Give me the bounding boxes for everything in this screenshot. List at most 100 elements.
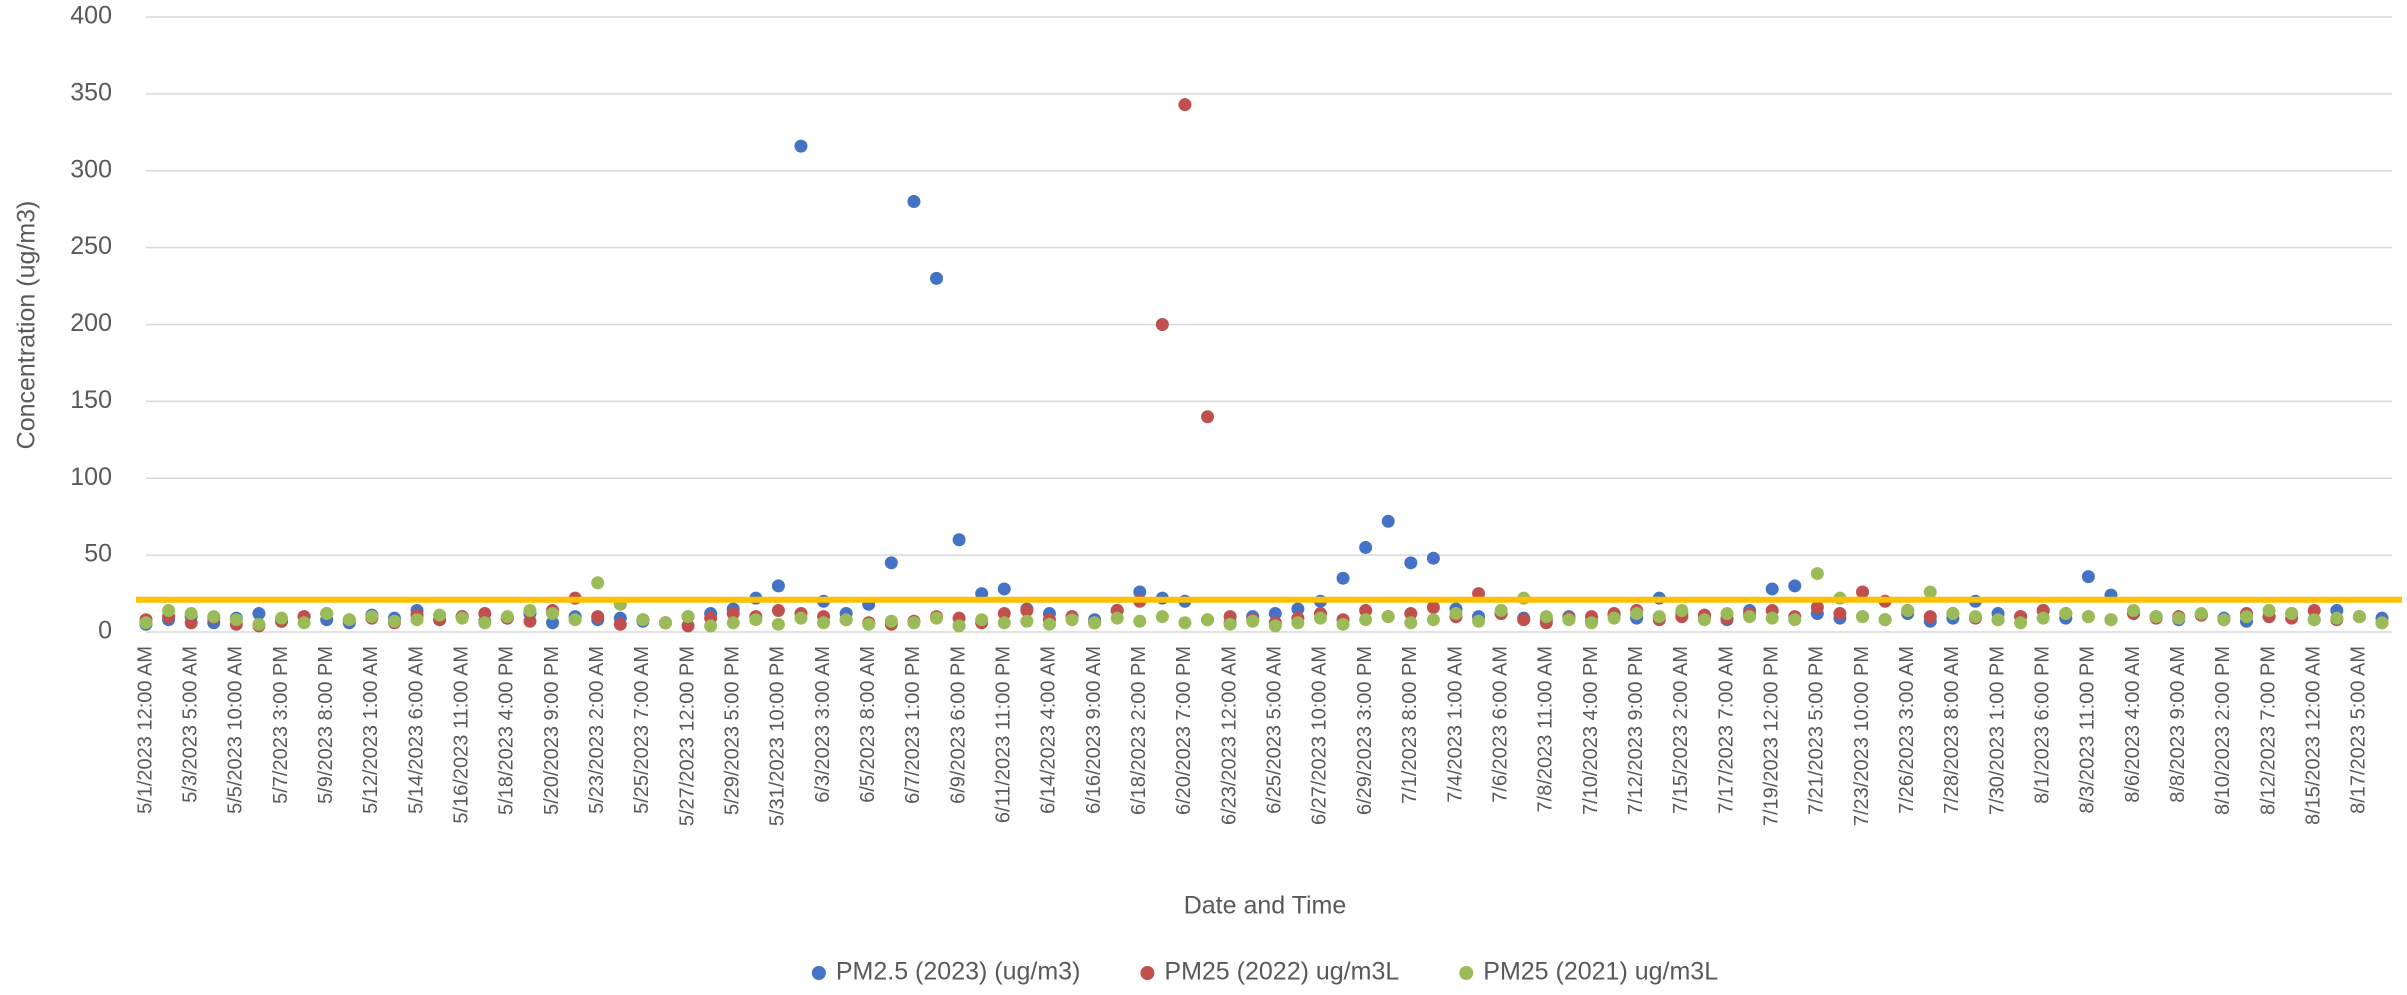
data-point — [1584, 616, 1598, 630]
data-point — [523, 603, 537, 617]
data-point — [1291, 602, 1305, 616]
data-point — [523, 614, 537, 628]
y-tick-label: 300 — [70, 155, 112, 183]
data-point — [2036, 611, 2050, 625]
data-point — [2239, 610, 2253, 624]
data-point — [1404, 616, 1418, 630]
data-point — [1178, 616, 1192, 630]
x-axis-title: Date and Time — [1184, 892, 1347, 920]
data-point — [884, 556, 898, 570]
data-point — [907, 195, 921, 208]
y-axis-title: Concentration (ug/m3) — [13, 201, 41, 450]
data-point — [930, 611, 944, 625]
data-point — [1494, 603, 1508, 617]
data-point — [1788, 613, 1802, 627]
data-point — [2194, 607, 2208, 621]
legend-label: PM2.5 (2023) (ug/m3) — [836, 958, 1081, 986]
data-point — [1743, 610, 1757, 624]
data-point — [1381, 610, 1395, 624]
data-point — [1856, 610, 1870, 624]
data-point — [2352, 610, 2366, 624]
data-point — [658, 616, 672, 630]
data-point — [1404, 607, 1418, 621]
data-point — [1946, 607, 1960, 621]
data-point — [1923, 610, 1937, 624]
x-tick-label: 5/29/2023 5:00 PM — [722, 646, 744, 815]
x-tick-label: 7/19/2023 12:00 PM — [1760, 646, 1782, 826]
x-tick-label: 7/28/2023 8:00 AM — [1941, 646, 1963, 814]
data-point — [1765, 611, 1779, 625]
data-point — [613, 617, 627, 631]
x-tick-label: 5/12/2023 1:00 AM — [360, 646, 382, 814]
x-tick-label: 7/10/2023 4:00 PM — [1580, 646, 1602, 815]
data-point — [568, 613, 582, 627]
data-point — [478, 616, 492, 630]
x-tick-label: 8/3/2023 11:00 PM — [2077, 646, 2099, 814]
data-point — [704, 619, 718, 633]
data-point — [1268, 607, 1282, 621]
x-tick-label: 5/23/2023 2:00 AM — [586, 646, 608, 814]
data-point — [1246, 614, 1260, 628]
x-tick-label: 6/18/2023 2:00 PM — [1128, 646, 1150, 815]
data-point — [726, 607, 740, 621]
data-point — [184, 607, 198, 621]
data-point — [1268, 619, 1282, 633]
x-tick-label: 7/1/2023 8:00 PM — [1399, 646, 1421, 804]
data-point — [162, 603, 176, 617]
data-point — [817, 616, 831, 630]
data-point — [275, 611, 289, 625]
data-point — [2307, 613, 2321, 627]
data-point — [907, 616, 921, 630]
data-point — [1291, 616, 1305, 630]
legend-marker — [1459, 966, 1474, 980]
x-tick-label: 5/1/2023 12:00 AM — [134, 646, 156, 814]
data-point — [975, 613, 989, 627]
data-point — [1968, 610, 1982, 624]
data-point — [1359, 613, 1373, 627]
x-tick-label: 8/10/2023 2:00 PM — [2212, 646, 2234, 815]
data-point — [771, 579, 785, 593]
data-point — [1381, 514, 1395, 528]
data-point — [2104, 613, 2118, 627]
data-point — [433, 608, 447, 622]
x-tick-label: 5/20/2023 9:00 PM — [541, 646, 563, 815]
x-tick-label: 7/4/2023 1:00 AM — [1444, 646, 1466, 803]
data-point — [1426, 600, 1440, 614]
data-point — [930, 271, 944, 285]
data-point — [478, 607, 492, 621]
data-point — [1810, 600, 1824, 614]
data-point — [1923, 585, 1937, 599]
x-tick-label: 7/12/2023 9:00 PM — [1625, 646, 1647, 815]
data-point — [1133, 585, 1147, 599]
data-point — [1472, 614, 1486, 628]
x-tick-label: 6/11/2023 11:00 PM — [993, 646, 1015, 823]
data-point — [1201, 410, 1215, 424]
data-point — [546, 616, 560, 630]
x-tick-label: 7/17/2023 7:00 AM — [1715, 646, 1737, 814]
data-point — [1155, 318, 1169, 331]
legend-label: PM25 (2022) ug/m3L — [1164, 958, 1399, 986]
data-point — [2127, 603, 2141, 617]
data-point — [1652, 610, 1666, 624]
data-point — [252, 607, 266, 621]
data-point — [1630, 607, 1644, 621]
x-tick-label: 7/26/2023 3:00 AM — [1896, 646, 1918, 814]
data-point — [1223, 617, 1237, 631]
data-point — [1359, 603, 1373, 617]
y-tick-label: 250 — [70, 232, 112, 260]
data-point — [1720, 607, 1734, 621]
data-point — [500, 610, 514, 624]
data-point — [1110, 611, 1124, 625]
legend-marker — [1140, 966, 1155, 980]
data-point — [1313, 611, 1327, 625]
x-tick-label: 6/9/2023 6:00 PM — [947, 646, 969, 804]
data-point — [884, 614, 898, 628]
data-point — [1901, 603, 1915, 617]
data-point — [1065, 613, 1079, 627]
data-point — [207, 610, 221, 624]
data-point — [1020, 603, 1034, 617]
x-tick-label: 7/21/2023 5:00 PM — [1806, 646, 1828, 815]
data-point — [1810, 567, 1824, 581]
